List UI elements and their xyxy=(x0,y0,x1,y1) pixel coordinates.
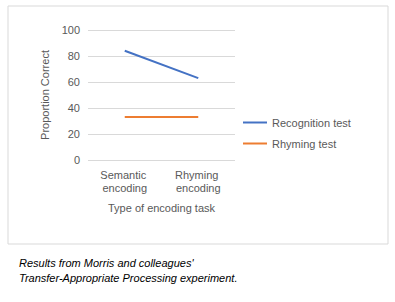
svg-text:Rhyming test: Rhyming test xyxy=(272,138,336,150)
svg-text:60: 60 xyxy=(68,76,80,88)
svg-text:20: 20 xyxy=(68,128,80,140)
svg-text:100: 100 xyxy=(62,24,80,36)
svg-text:Proportion Correct: Proportion Correct xyxy=(39,50,51,140)
svg-text:80: 80 xyxy=(68,50,80,62)
svg-text:Semantic: Semantic xyxy=(100,169,149,181)
svg-text:Rhyming: Rhyming xyxy=(175,169,221,181)
svg-text:encoding: encoding xyxy=(176,182,221,194)
svg-text:Transfer-Appropriate Processin: Transfer-Appropriate Processing experime… xyxy=(19,272,237,284)
svg-text:Type of encoding task: Type of encoding task xyxy=(108,202,216,214)
svg-text:40: 40 xyxy=(68,102,80,114)
svg-text:0: 0 xyxy=(74,154,80,166)
svg-text:Recognition test: Recognition test xyxy=(272,117,351,129)
svg-text:Results from Morris and collea: Results from Morris and colleagues' xyxy=(19,257,197,269)
svg-text:encoding: encoding xyxy=(102,182,147,194)
